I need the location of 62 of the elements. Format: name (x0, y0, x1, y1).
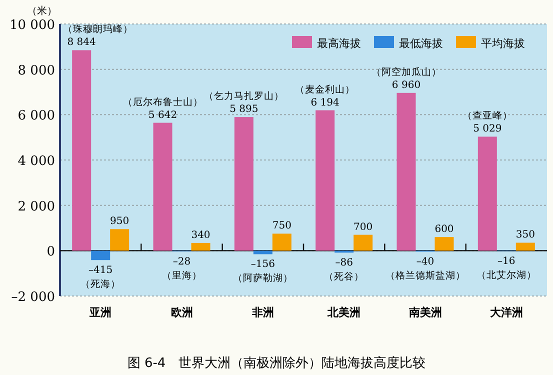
bar (316, 110, 335, 251)
data-label: 600 (434, 224, 454, 236)
bar (253, 250, 272, 254)
y-tick-label: –2 000 (11, 290, 55, 305)
legend-label: 最高海拔 (317, 37, 361, 50)
data-label: 5 642 (148, 110, 178, 121)
bar (272, 234, 292, 251)
data-label: 5 029 (473, 124, 502, 135)
annotation: （厄尔布鲁士山） (122, 96, 203, 108)
y-tick-label: 0 (46, 244, 55, 260)
annotation: （珠穆朗玛峰） (63, 23, 133, 36)
bar (153, 122, 172, 251)
legend-label: 最低海拔 (399, 37, 443, 50)
data-label: –156 (250, 259, 275, 270)
y-tick-label: 6 000 (18, 108, 55, 124)
y-tick-label: 8 000 (18, 63, 55, 78)
bar (396, 92, 416, 251)
data-label: 340 (191, 230, 210, 241)
data-label: –40 (416, 256, 434, 268)
data-label: 950 (110, 216, 130, 228)
bar (72, 50, 92, 251)
data-label: –86 (335, 258, 353, 269)
data-label: 8 844 (67, 37, 96, 48)
bar (234, 117, 254, 251)
data-label: 750 (272, 220, 292, 232)
bar (354, 234, 373, 251)
x-tick-label: 南美洲 (408, 306, 442, 319)
annotation: （阿空加瓜山） (371, 66, 442, 78)
x-tick-label: 亚洲 (88, 306, 112, 319)
annotation: （格兰德斯盐湖） (385, 270, 466, 282)
x-tick-label: 欧洲 (170, 306, 193, 319)
annotation: （乞力马扎罗山） (204, 90, 284, 102)
y-tick-label: 10 000 (10, 18, 55, 33)
y-axis-title: （米） (27, 5, 57, 17)
annotation: （麦金利山） (295, 83, 356, 96)
x-tick-label: 大洋洲 (490, 306, 523, 319)
data-label: 350 (516, 230, 535, 241)
data-label: 5 895 (230, 104, 258, 116)
data-label: 6 960 (392, 80, 421, 91)
legend-label: 平均海拔 (481, 37, 525, 50)
x-tick-label: 北美洲 (326, 306, 361, 319)
annotation: （北艾尔湖） (476, 269, 536, 282)
data-label: –28 (172, 256, 191, 268)
bar (434, 237, 454, 251)
x-tick-label: 非洲 (250, 306, 274, 319)
bar (91, 250, 110, 260)
data-label: 6 194 (310, 97, 340, 108)
bar (516, 242, 535, 251)
annotation: （阿萨勒湖） (232, 272, 293, 284)
text: 图 6-4 世界大洲（南极洲除外）陆地海拔高度比较 (127, 355, 426, 371)
data-label: –415 (88, 265, 113, 276)
y-tick-label: 2 000 (18, 199, 55, 214)
bar (110, 229, 130, 251)
data-label: –16 (498, 256, 516, 268)
annotation: （里海） (162, 269, 202, 282)
annotation: （查亚峰） (462, 110, 512, 122)
annotation: （死谷） (324, 270, 364, 283)
annotation: （死海） (80, 278, 121, 290)
bar (478, 136, 497, 251)
bar (191, 242, 210, 251)
data-label: 700 (354, 222, 373, 233)
y-tick-label: 4 000 (18, 154, 55, 169)
